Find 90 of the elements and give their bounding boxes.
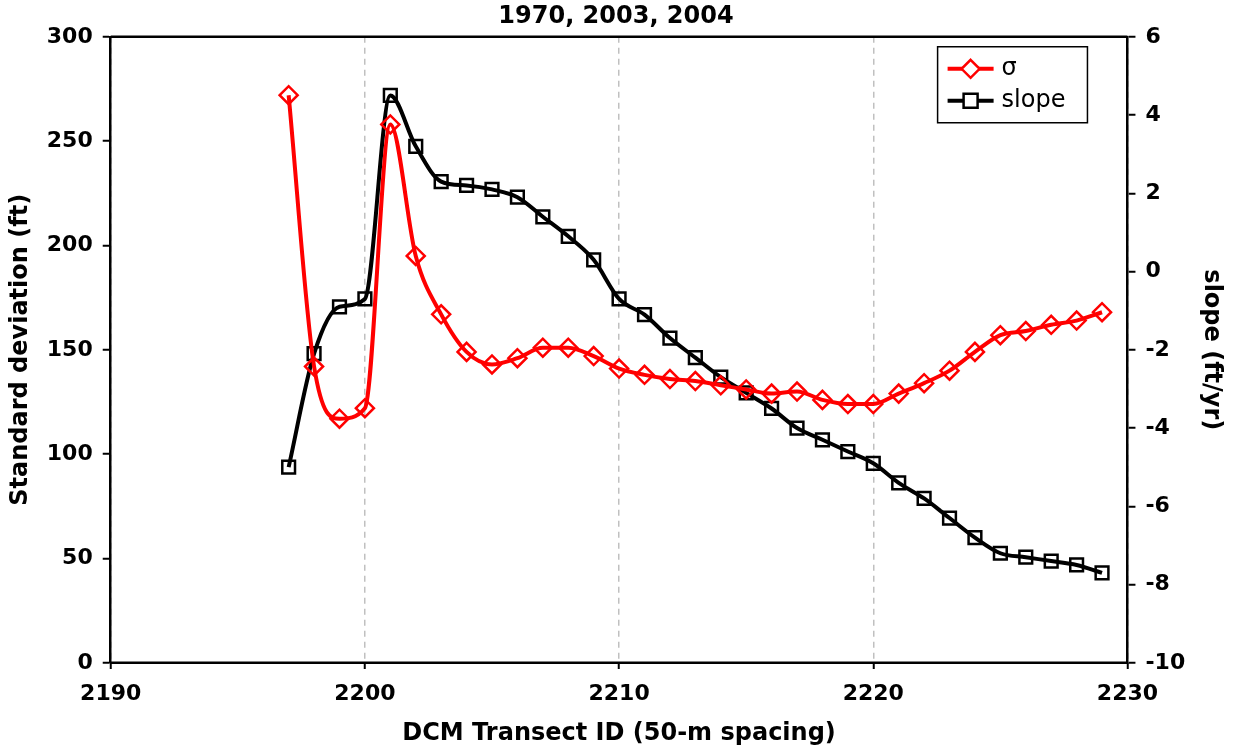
y-tick-label: 300 [46, 22, 93, 48]
y-tick-label: 250 [46, 126, 93, 152]
point [354, 397, 376, 419]
point [331, 299, 348, 315]
point [560, 228, 576, 244]
point [891, 475, 907, 491]
point [865, 455, 881, 471]
point [814, 432, 831, 448]
point [357, 291, 373, 307]
y-tick-label: 150 [46, 335, 93, 361]
point [786, 381, 808, 402]
point [735, 379, 757, 400]
point [278, 84, 299, 106]
y-tick-label: 100 [46, 439, 93, 465]
point [281, 459, 297, 475]
x-tick-label: 2210 [588, 679, 650, 705]
y2-tick-label: 4 [1145, 100, 1161, 126]
legend-label: slope [1001, 85, 1066, 114]
point [659, 368, 681, 390]
point [405, 245, 426, 267]
point [687, 350, 703, 366]
point [558, 337, 579, 358]
point [634, 364, 655, 386]
point [509, 189, 526, 205]
chart-title: 1970, 2003, 2004 [498, 0, 734, 29]
point [685, 370, 706, 392]
point [990, 324, 1011, 346]
y2-tick-label: 0 [1145, 257, 1161, 283]
y2-tick-label: 2 [1145, 179, 1161, 205]
y-tick-label: 50 [62, 544, 93, 570]
y2-axis-title: slope (ft/yr) [1199, 269, 1228, 431]
y-tick-label: 200 [46, 231, 93, 257]
point [433, 173, 449, 190]
point [507, 347, 528, 369]
point [763, 400, 780, 417]
point [329, 408, 350, 429]
point [913, 372, 935, 394]
point [481, 354, 503, 375]
x-tick-label: 2200 [334, 679, 396, 705]
point [458, 177, 475, 194]
point [1066, 310, 1087, 331]
point [456, 341, 477, 363]
point [380, 114, 401, 135]
point [964, 341, 986, 363]
point [941, 510, 958, 526]
point [586, 252, 602, 268]
point [430, 304, 452, 325]
y2-tick-label: -8 [1145, 570, 1170, 596]
point [1091, 301, 1113, 323]
point [710, 375, 732, 396]
point [303, 356, 325, 377]
x-tick-label: 2230 [1096, 679, 1159, 705]
point [761, 383, 782, 404]
y2-tick-label: -6 [1145, 492, 1170, 518]
x-tick-label: 2190 [80, 679, 142, 705]
point [789, 420, 805, 436]
x-axis-title: DCM Transect ID (50-m spacing) [402, 717, 836, 746]
point [888, 383, 909, 404]
point [611, 291, 627, 307]
legend-label: σ [1001, 53, 1017, 82]
point [916, 490, 932, 507]
point [992, 545, 1008, 561]
point [1040, 314, 1062, 336]
point [583, 345, 604, 367]
point [967, 529, 983, 546]
x-tick-label: 2220 [842, 679, 904, 705]
point [1069, 557, 1085, 573]
y2-tick-label: -10 [1145, 648, 1186, 674]
point [939, 360, 960, 381]
point [840, 443, 856, 460]
point [636, 306, 653, 323]
point [662, 330, 678, 346]
point [532, 337, 554, 358]
y2-tick-label: 6 [1145, 22, 1161, 48]
point [812, 389, 833, 411]
y-axis-title: Standard deviation (ft) [4, 193, 33, 506]
point [484, 181, 500, 197]
point [837, 393, 859, 415]
point [1094, 565, 1110, 581]
point [1043, 553, 1059, 569]
point [863, 393, 884, 415]
point [1015, 320, 1037, 342]
y2-tick-label: -4 [1145, 413, 1170, 439]
point [608, 358, 630, 379]
y2-tick-label: -2 [1145, 335, 1170, 361]
point [535, 209, 551, 225]
point [408, 138, 424, 154]
point [382, 87, 398, 104]
y-tick-label: 0 [77, 648, 93, 674]
point [1018, 549, 1034, 565]
